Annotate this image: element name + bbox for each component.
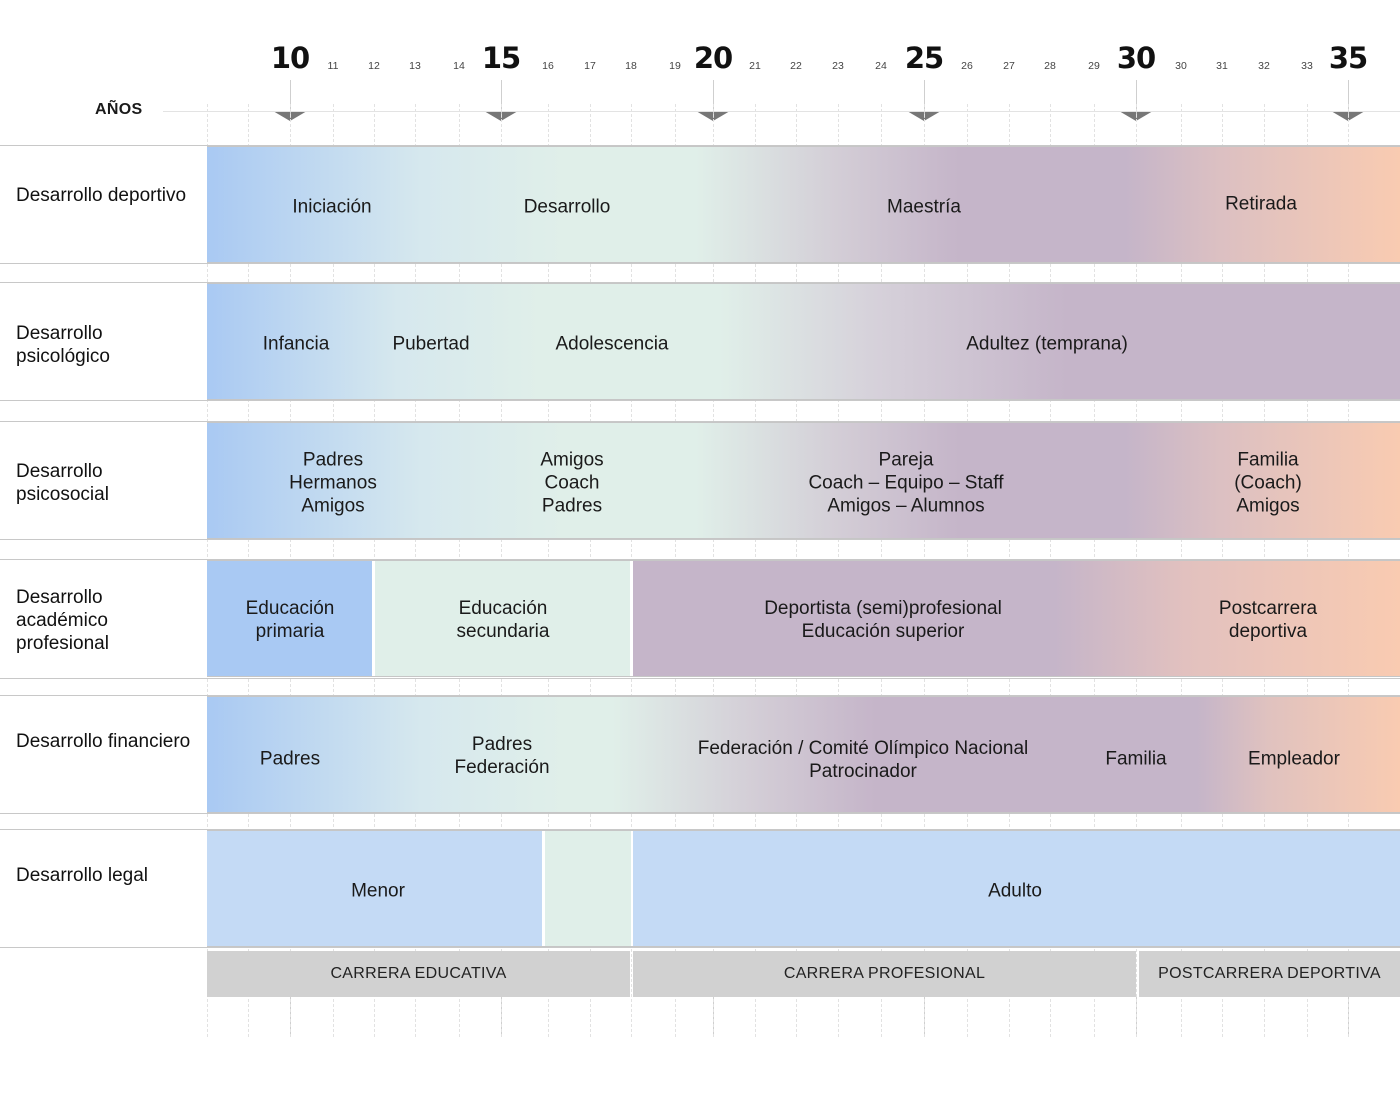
row-label-deportivo: Desarrollo deportivo	[16, 185, 187, 206]
stage-infancia: Infancia	[262, 333, 330, 355]
band-psicosocial	[207, 422, 1400, 539]
segment-profesional	[633, 561, 1400, 676]
major-tick-label: 20	[693, 41, 733, 75]
minor-tick-label: 31	[1216, 60, 1228, 72]
major-tick-label: 30	[1116, 41, 1156, 75]
minor-tick-label: 29	[1088, 60, 1100, 72]
minor-tick-label: 12	[368, 60, 380, 72]
segment-adulto	[633, 831, 1400, 946]
career-educativa: CARRERA EDUCATIVA	[207, 951, 630, 997]
major-tick-label: 25	[904, 41, 944, 75]
stage-adulto: Adulto	[988, 880, 1042, 902]
band-legal	[207, 830, 1400, 947]
career-postcarrera: POSTCARRERA DEPORTIVA	[1139, 951, 1400, 997]
row-label-legal: Desarrollo legal	[16, 865, 149, 886]
row-divider	[0, 400, 1400, 401]
minor-tick-label: 30	[1175, 60, 1187, 72]
major-gridline	[501, 80, 502, 118]
axis-title: AÑOS	[95, 101, 143, 118]
minor-tick-label: 33	[1301, 60, 1313, 72]
minor-tick-label: 11	[327, 60, 339, 72]
row-divider	[0, 539, 1400, 540]
row-label-psicologico: Desarrollo psicológico	[16, 323, 110, 367]
minor-tick-label: 17	[584, 60, 596, 72]
row-divider	[0, 145, 1400, 146]
minor-tick-label: 27	[1003, 60, 1015, 72]
major-gridline	[290, 80, 291, 118]
axis-line	[163, 111, 1400, 112]
stage-pareja-coach-amigos: Pareja Coach – Equipo – Staff Amigos – A…	[808, 449, 1004, 517]
band-academico	[207, 560, 1400, 677]
minor-tick-label: 21	[749, 60, 761, 72]
minor-tick-label: 14	[453, 60, 465, 72]
segment-menor	[207, 831, 542, 946]
minor-tick-label: 22	[790, 60, 802, 72]
minor-tick-label: 24	[875, 60, 887, 72]
stage-educacion-primaria: Educación primaria	[245, 598, 335, 642]
row-divider	[0, 559, 1400, 560]
row-divider	[0, 695, 1400, 696]
stage-educacion-secundaria: Educación secundaria	[456, 598, 550, 642]
minor-tick-label: 13	[409, 60, 421, 72]
row-divider	[0, 678, 1400, 679]
stage-maestria: Maestría	[887, 196, 961, 218]
stage-familia: Familia	[1105, 748, 1167, 770]
row-label-financiero: Desarrollo financiero	[16, 731, 191, 752]
stage-familia-coach-amigos: Familia (Coach) Amigos	[1234, 449, 1302, 517]
stage-empleador: Empleador	[1248, 748, 1340, 770]
minor-tick-label: 18	[625, 60, 637, 72]
minor-tick-label: 23	[832, 60, 844, 72]
major-gridline	[924, 80, 925, 118]
minor-tick-label: 28	[1044, 60, 1056, 72]
minor-tick-label: 16	[542, 60, 554, 72]
stage-desarrollo: Desarrollo	[523, 196, 611, 218]
segment-primaria	[207, 561, 372, 676]
row-divider	[0, 421, 1400, 422]
stage-federacion-comite-patrocinador: Federación / Comité Olímpico Nacional Pa…	[697, 738, 1029, 782]
band-deportivo	[207, 146, 1400, 263]
row-label-psicosocial: Desarrollo psicosocial	[16, 461, 109, 505]
row-divider	[0, 829, 1400, 830]
stage-iniciacion: Iniciación	[292, 196, 372, 218]
major-tick-label: 15	[481, 41, 521, 75]
stage-postcarrera: Postcarrera deportiva	[1218, 598, 1318, 642]
minor-tick-label: 26	[961, 60, 973, 72]
band-financiero	[207, 696, 1400, 813]
row-divider	[0, 263, 1400, 264]
major-tick-label: 35	[1328, 41, 1368, 75]
stage-padres-hermanos-amigos: Padres Hermanos Amigos	[289, 449, 377, 517]
row-divider	[0, 947, 1400, 948]
stage-adolescencia: Adolescencia	[555, 333, 669, 355]
stage-amigos-coach-padres: Amigos Coach Padres	[540, 449, 604, 517]
segment-secundaria	[375, 561, 630, 676]
stage-padres: Padres	[259, 748, 321, 770]
career-profesional: CARRERA PROFESIONAL	[633, 951, 1136, 997]
stage-adultez: Adultez (temprana)	[966, 333, 1128, 355]
major-gridline	[1348, 80, 1349, 118]
row-divider	[0, 282, 1400, 283]
stage-retirada: Retirada	[1225, 193, 1297, 215]
major-gridline	[713, 80, 714, 118]
stage-deportista-educacion-superior: Deportista (semi)profesional Educación s…	[764, 598, 1002, 642]
stage-menor: Menor	[351, 880, 405, 902]
row-divider	[0, 813, 1400, 814]
major-gridline	[1136, 80, 1137, 118]
band-psicologico	[207, 283, 1400, 400]
row-label-academico: Desarrollo académico profesional	[16, 587, 109, 654]
minor-tick-label: 19	[669, 60, 681, 72]
stage-pubertad: Pubertad	[392, 333, 470, 355]
minor-tick-label: 32	[1258, 60, 1270, 72]
major-tick-label: 10	[270, 41, 310, 75]
segment-transicion	[545, 831, 631, 946]
stage-padres-federacion: Padres Federación	[454, 734, 550, 778]
